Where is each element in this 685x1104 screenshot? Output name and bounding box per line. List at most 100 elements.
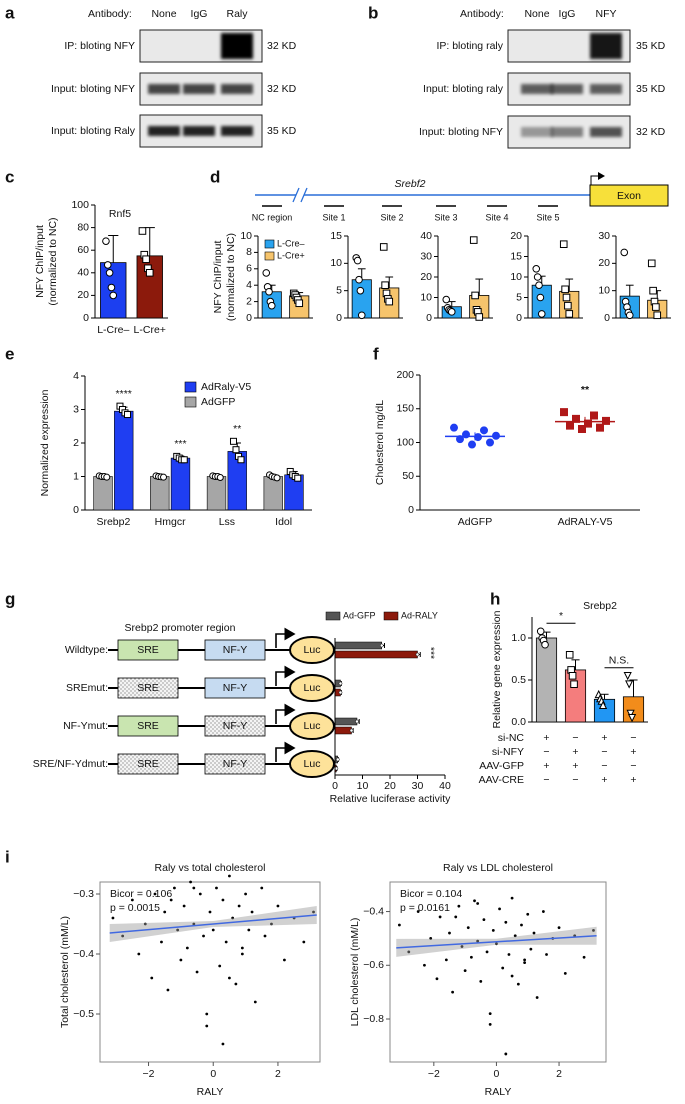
construct-label: Wildtype: bbox=[65, 644, 108, 656]
lane-label: IgG bbox=[191, 8, 208, 20]
annotation: Bicor = 0.104 bbox=[400, 888, 462, 900]
data-point bbox=[598, 700, 608, 709]
y-tick-label: 40 bbox=[420, 230, 432, 242]
region-label: Site 3 bbox=[434, 212, 457, 222]
x-tick-label: −2 bbox=[428, 1068, 440, 1080]
y-tick-label: 100 bbox=[71, 199, 89, 211]
x-tick-label: 10 bbox=[357, 780, 369, 792]
antibody-label: Antibody: bbox=[88, 8, 132, 20]
data-point bbox=[486, 438, 494, 447]
data-point bbox=[533, 273, 542, 281]
bar bbox=[263, 476, 283, 511]
data-point bbox=[448, 931, 451, 935]
condition-label: AAV-GFP bbox=[479, 760, 524, 772]
condition-value: − bbox=[601, 746, 607, 758]
data-point bbox=[652, 303, 660, 311]
data-point bbox=[176, 928, 180, 932]
data-point bbox=[620, 248, 629, 257]
data-point bbox=[463, 969, 467, 973]
y-tick-label: 0 bbox=[604, 312, 610, 324]
y-tick-label: 8 bbox=[246, 246, 252, 258]
y-axis-label: Normalized expression bbox=[39, 389, 51, 496]
data-point bbox=[267, 301, 276, 310]
y-tick-label: 2 bbox=[246, 295, 252, 307]
chart-title: Srebp2 promoter region bbox=[125, 622, 236, 634]
blot-row-label: Input: bloting NFY bbox=[51, 83, 135, 95]
bar bbox=[334, 641, 382, 650]
legend-label: Ad-GFP bbox=[343, 610, 376, 620]
data-point bbox=[626, 709, 635, 719]
y-tick-label: 150 bbox=[396, 403, 414, 415]
data-point bbox=[454, 915, 458, 919]
data-point bbox=[160, 473, 168, 481]
data-point bbox=[231, 916, 235, 920]
data-point bbox=[562, 293, 571, 302]
data-point-hint bbox=[379, 643, 384, 648]
data-point bbox=[488, 1022, 492, 1026]
y-axis-label: Total cholesterol (mM/L) bbox=[59, 916, 71, 1028]
region-label: Site 5 bbox=[536, 212, 559, 222]
data-point bbox=[160, 940, 163, 944]
element-label: Luc bbox=[304, 758, 321, 770]
x-tick-label: 20 bbox=[384, 780, 396, 792]
condition-label: AAV-CRE bbox=[479, 774, 524, 786]
fit-line bbox=[109, 914, 317, 934]
data-point bbox=[109, 291, 118, 300]
condition-value: + bbox=[630, 774, 636, 786]
promoter-element bbox=[117, 753, 179, 775]
promoter-element bbox=[204, 715, 266, 737]
data-point bbox=[237, 904, 241, 908]
element-label: NF-Y bbox=[223, 758, 248, 770]
promoter-element bbox=[204, 677, 266, 699]
y-tick-label: 50 bbox=[402, 470, 414, 482]
y-tick-label: 20 bbox=[420, 271, 432, 283]
chart-title: Raly vs LDL cholesterol bbox=[443, 862, 553, 874]
y-tick-label: 0 bbox=[516, 312, 522, 324]
data-point bbox=[510, 896, 514, 900]
data-point bbox=[205, 1012, 209, 1016]
y-tick-label: 0.0 bbox=[511, 716, 526, 728]
chart-title: Rnf5 bbox=[109, 208, 131, 220]
data-point bbox=[482, 918, 486, 922]
data-point bbox=[312, 910, 315, 914]
y-tick-label: 10 bbox=[420, 291, 432, 303]
condition-value: − bbox=[543, 774, 549, 786]
blot-band bbox=[221, 84, 253, 94]
blot-size-label: 32 KD bbox=[267, 40, 297, 52]
data-point bbox=[302, 940, 306, 944]
comparison-label: N.S. bbox=[609, 655, 629, 667]
data-point bbox=[602, 416, 610, 425]
y-tick-label: 80 bbox=[77, 221, 89, 233]
y-axis-label: LDL cholesterol (mM/L) bbox=[349, 918, 361, 1027]
data-point bbox=[283, 958, 286, 962]
data-point bbox=[276, 904, 280, 908]
blot-band bbox=[148, 84, 180, 94]
condition-label: si-NFY bbox=[492, 746, 524, 758]
data-point bbox=[625, 311, 634, 320]
break-mark bbox=[292, 187, 308, 203]
x-tick-label: 0 bbox=[332, 780, 338, 792]
promoter-element bbox=[204, 639, 266, 661]
element-label: SRE bbox=[137, 720, 159, 732]
x-tick-label: AdGFP bbox=[458, 516, 492, 528]
data-point bbox=[495, 942, 498, 946]
condition-value: − bbox=[601, 760, 607, 772]
data-point-hint bbox=[335, 757, 340, 762]
condition-value: + bbox=[601, 732, 607, 744]
data-point bbox=[169, 898, 173, 902]
y-tick-label: 4 bbox=[73, 370, 79, 382]
data-point bbox=[247, 928, 251, 932]
promoter-element bbox=[117, 677, 179, 699]
y-tick-label: 30 bbox=[598, 230, 610, 242]
bar bbox=[136, 255, 163, 319]
data-point bbox=[105, 269, 114, 277]
data-point bbox=[173, 886, 176, 890]
data-point-hint bbox=[355, 719, 359, 724]
data-point bbox=[532, 265, 541, 273]
data-point bbox=[356, 286, 365, 295]
data-point bbox=[216, 474, 224, 482]
element-label: Luc bbox=[304, 682, 321, 694]
condition-value: − bbox=[572, 774, 578, 786]
data-point bbox=[485, 950, 489, 954]
